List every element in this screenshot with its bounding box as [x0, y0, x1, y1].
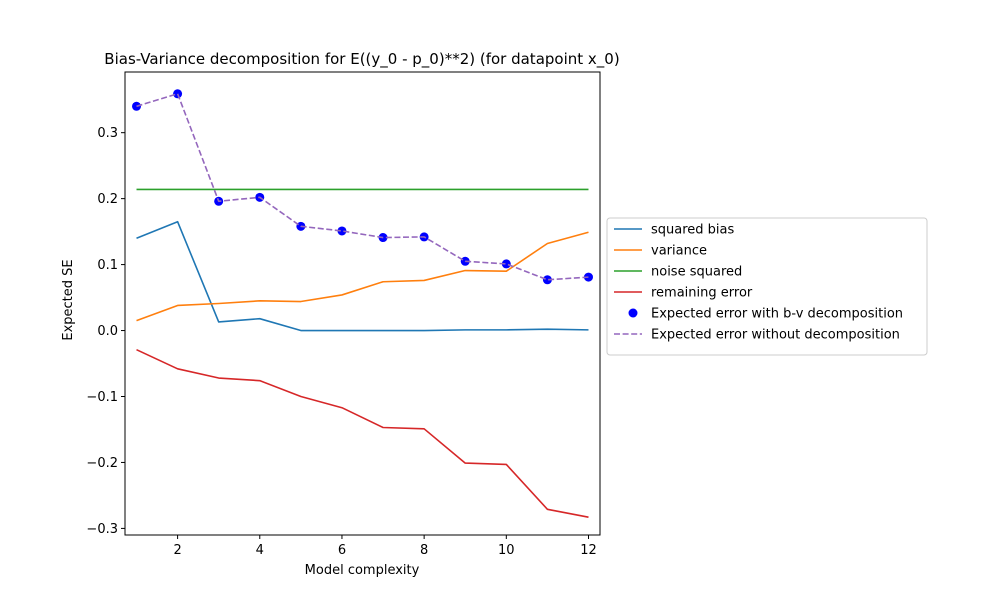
legend-label-noise-squared: noise squared	[651, 265, 742, 280]
data-point	[173, 89, 183, 99]
plot-series	[132, 89, 593, 518]
x-tick-label: 8	[420, 543, 428, 558]
legend-label-expected-error-with-b-v-decomposition: Expected error with b-v decomposition	[651, 307, 903, 322]
y-tick-label: 0.1	[97, 258, 118, 273]
y-tick-label: 0.3	[97, 126, 118, 141]
x-tick-label: 2	[173, 543, 181, 558]
y-axis: −0.3 −0.2 −0.1 0.0 0.1 0.2 0.3	[86, 126, 125, 537]
series-variance-line	[136, 231, 589, 322]
y-axis-label: Expected SE	[61, 259, 76, 340]
plot-frame	[124, 71, 601, 536]
y-tick-label: −0.2	[86, 456, 118, 471]
series-expected-error-without-decomposition-line	[136, 92, 589, 281]
x-axis-label: Model complexity	[305, 563, 420, 578]
y-tick-label: 0.0	[97, 324, 118, 339]
data-point	[337, 226, 347, 236]
data-point	[542, 275, 552, 285]
chart-title: Bias-Variance decomposition for E((y_0 -…	[104, 50, 619, 69]
series-remaining-error-line	[136, 348, 589, 518]
data-point	[501, 259, 511, 269]
y-tick-label: −0.3	[86, 522, 118, 537]
x-tick-label: 6	[338, 543, 346, 558]
data-point	[132, 101, 142, 111]
legend-marker-expected-error-with-b-v-decomposition	[628, 308, 638, 318]
x-tick-label: 10	[498, 543, 515, 558]
legend-box	[606, 217, 928, 356]
legend: squared bias variance noise squared remaini…	[606, 217, 928, 356]
y-tick-label: −0.1	[86, 390, 118, 405]
series-squared-bias-line	[136, 220, 589, 332]
x-axis: 2 4 6 8 10 12	[173, 535, 597, 558]
legend-label-variance: variance	[651, 244, 707, 259]
series-expected-error-with-b-v-decomposition	[132, 89, 593, 285]
legend-label-expected-error-without-decomposition: Expected error without decomposition	[651, 328, 900, 343]
legend-label-squared-bias: squared bias	[651, 223, 735, 238]
x-tick-label: 4	[256, 543, 264, 558]
y-tick-label: 0.2	[97, 192, 118, 207]
data-point	[583, 272, 593, 282]
x-tick-label: 12	[580, 543, 597, 558]
legend-label-remaining-error: remaining error	[651, 286, 753, 301]
